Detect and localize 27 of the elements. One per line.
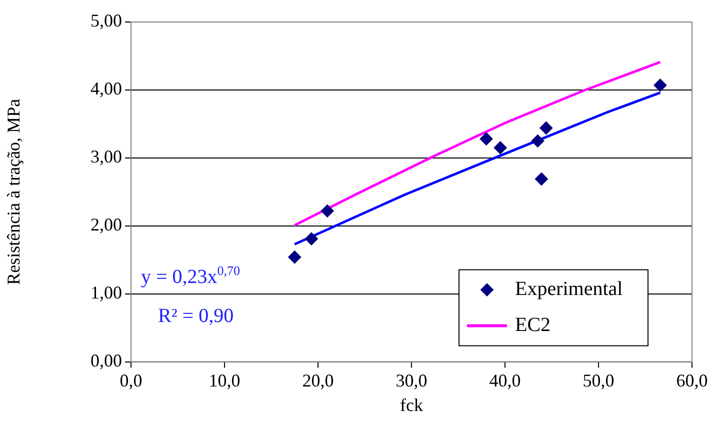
point	[288, 250, 302, 264]
x-tick-label: 0,0	[120, 370, 142, 390]
x-tick-label: 40,0	[489, 370, 521, 390]
x-tick-label: 50,0	[582, 370, 614, 390]
x-axis-title: fck	[400, 394, 423, 415]
x-tick-label: 30,0	[396, 370, 428, 390]
point	[304, 232, 318, 246]
y-tick-label: 2,00	[90, 214, 122, 235]
y-tick-label: 3,00	[90, 146, 122, 167]
legend-label: Experimental	[515, 278, 624, 300]
point	[320, 204, 334, 218]
point	[494, 141, 507, 154]
y-tick-label: 4,00	[90, 78, 122, 99]
point	[531, 134, 544, 148]
point	[654, 78, 667, 92]
x-tick-label: 20,0	[302, 370, 334, 390]
y-tick-label: 0,00	[90, 350, 122, 371]
legend-label: EC2	[515, 314, 551, 336]
point	[540, 122, 553, 135]
point	[534, 172, 548, 186]
y-tick-label: 5,00	[90, 10, 122, 31]
x-tick-label: 60,0	[676, 370, 708, 390]
y-tick-label: 1,00	[90, 282, 122, 303]
y-axis-title: Resistência à tração, MPa	[4, 98, 24, 285]
point	[480, 132, 493, 146]
annotation: R² = 0,90	[158, 305, 234, 327]
x-tick-label: 10,0	[208, 370, 240, 390]
